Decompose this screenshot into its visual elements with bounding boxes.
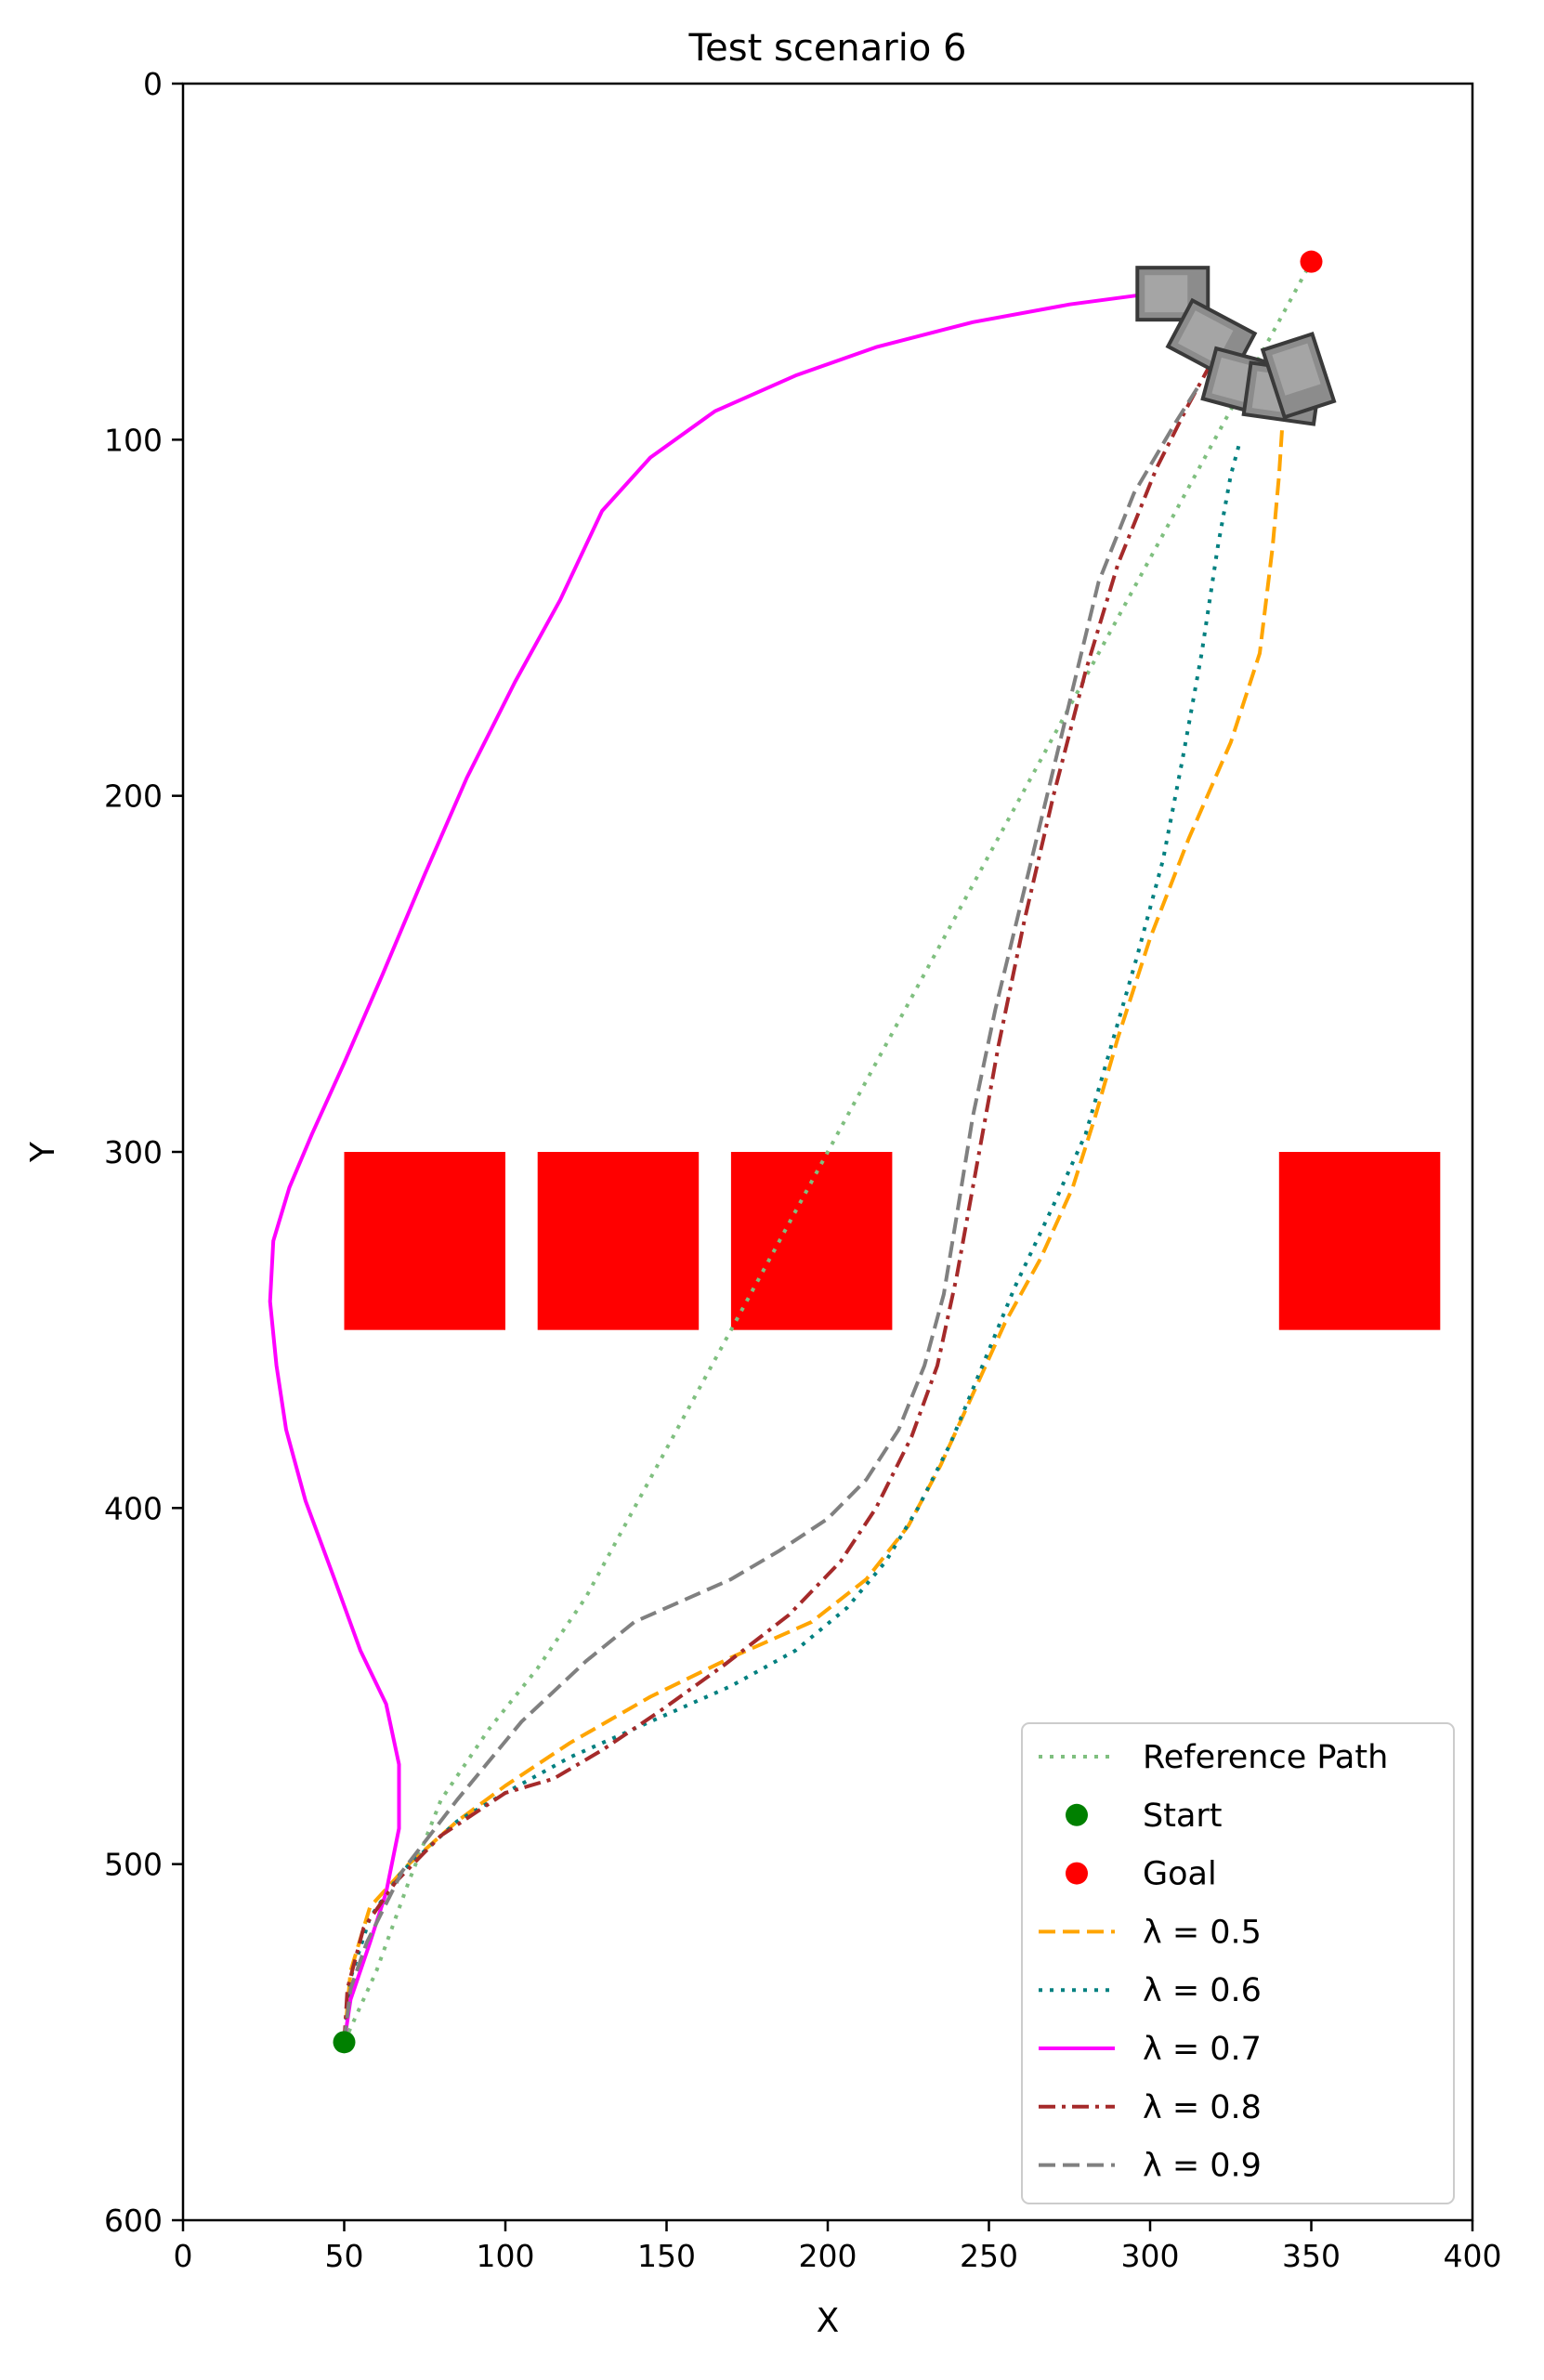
y-tick-label: 300 (104, 1134, 163, 1170)
vehicle-cabin (1272, 343, 1321, 396)
x-tick-label: 350 (1282, 2238, 1341, 2274)
legend-entry: λ = 0.7 (1039, 2031, 1262, 2068)
legend-entry: λ = 0.6 (1039, 1972, 1262, 2009)
y-tick-label: 100 (104, 422, 163, 458)
legend-entry: Reference Path (1039, 1739, 1388, 1776)
x-tick-label: 50 (325, 2238, 364, 2274)
legend-entry: Goal (1066, 1856, 1217, 1893)
x-tick-label: 400 (1444, 2238, 1502, 2274)
legend-label: λ = 0.7 (1143, 2031, 1262, 2068)
x-tick-label: 100 (477, 2238, 535, 2274)
vehicle-cabin (1145, 275, 1188, 313)
x-tick-label: 250 (960, 2238, 1018, 2274)
y-axis-title: Y (24, 1141, 62, 1163)
obstacle-3 (730, 1152, 893, 1330)
series-line-6 (342, 385, 1200, 2043)
chart-title: Test scenario 6 (688, 27, 967, 70)
legend-label: λ = 0.6 (1143, 1972, 1262, 2009)
legend-label: λ = 0.5 (1143, 1914, 1262, 1951)
x-tick-label: 200 (799, 2238, 857, 2274)
series-line-5 (342, 367, 1210, 2043)
goal-marker (1300, 250, 1323, 273)
legend-marker (1066, 1803, 1088, 1826)
vehicle-pose-5 (1260, 332, 1337, 420)
legend-label: λ = 0.8 (1143, 2089, 1262, 2126)
x-tick-label: 0 (174, 2238, 193, 2274)
legend-label: Reference Path (1143, 1739, 1388, 1776)
series-line-3 (342, 438, 1243, 2043)
axes: 0 50 100 150 200 250 300 350 400 0 100 200 300 400 500… (104, 66, 1502, 2274)
y-tick-label: 200 (104, 778, 163, 815)
legend-entry: λ = 0.5 (1039, 1914, 1262, 1951)
obstacle-2 (537, 1152, 700, 1330)
legend-label: λ = 0.9 (1143, 2148, 1262, 2185)
legend-entry: λ = 0.8 (1039, 2089, 1262, 2126)
plot-area (268, 250, 1441, 2054)
y-tick-label: 600 (104, 2203, 163, 2239)
y-tick-label: 400 (104, 1490, 163, 1526)
obstacle-4 (1278, 1152, 1441, 1330)
legend-marker (1066, 1862, 1088, 1885)
series-line-4 (268, 292, 1151, 2043)
legend-label: Goal (1143, 1856, 1217, 1893)
legend-label: Start (1143, 1798, 1223, 1835)
x-tick-label: 300 (1121, 2238, 1180, 2274)
start-marker (333, 2031, 356, 2054)
x-axis-title: X (817, 2302, 840, 2340)
legend: Reference Path Start Goal λ = 0.5 λ = 0.6 λ =… (1021, 1722, 1455, 2204)
y-tick-label: 0 (143, 66, 163, 102)
legend-entry: λ = 0.9 (1039, 2148, 1262, 2185)
legend-entry: Start (1066, 1798, 1223, 1835)
legend-box (1021, 1722, 1455, 2204)
y-tick-label: 500 (104, 1847, 163, 1883)
x-tick-label: 150 (637, 2238, 696, 2274)
series-line-1 (342, 260, 1314, 2044)
obstacle-1 (344, 1152, 505, 1330)
